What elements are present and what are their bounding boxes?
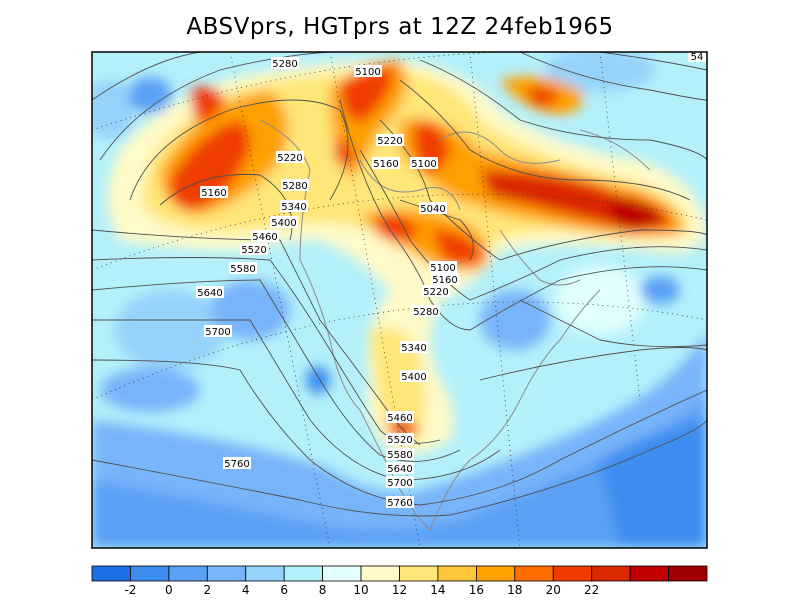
colorbar-box (283, 565, 324, 582)
contour-label: 5580 (387, 450, 412, 461)
contour-label: 5760 (387, 498, 412, 509)
contour-label: 5580 (230, 264, 255, 275)
contour-label: 5160 (432, 275, 457, 286)
contour-label: 5760 (224, 459, 249, 470)
colorbar-box (514, 565, 554, 582)
colorbar-ticks: -2 0 2 4 6 8 10 12 14 16 18 20 22 (124, 583, 599, 597)
contour-label: 5100 (430, 263, 455, 274)
coastlines (259, 119, 651, 531)
contour-label: 5280 (272, 59, 297, 70)
contour-label: 5640 (387, 464, 412, 475)
contour-label: 5160 (201, 188, 226, 199)
contour-label: 5460 (252, 232, 277, 243)
colorbar-box (91, 565, 131, 582)
contour-label: 5400 (271, 218, 296, 229)
colorbar-box (552, 565, 593, 582)
contour-label: 5340 (281, 202, 306, 213)
colorbar-tick-label: 0 (165, 583, 173, 597)
contour-label: 5700 (387, 478, 412, 489)
colorbar-tick-label: 18 (507, 583, 522, 597)
colorbar-box (475, 565, 516, 582)
contour-label: 5220 (423, 287, 448, 298)
contour-label: 5400 (401, 372, 426, 383)
colorbar-tick-label: 4 (242, 583, 250, 597)
contour-label: 5520 (387, 435, 412, 446)
map-frame (91, 51, 708, 549)
contour-label: 5340 (401, 343, 426, 354)
colorbar-tick-label: -2 (124, 583, 136, 597)
contour-label: 54 (691, 52, 704, 63)
colorbar-tick-label: 2 (203, 583, 211, 597)
contour-label: 5220 (377, 136, 402, 147)
contour-label: 5280 (413, 307, 438, 318)
contour-label: 5700 (205, 327, 230, 338)
colorbar-box (360, 565, 400, 582)
colorbar-tick-label: 10 (353, 583, 368, 597)
colorbar-box (206, 565, 247, 582)
plot-title: ABSVprs, HGTprs at 12Z 24feb1965 (186, 14, 614, 40)
colorbar-box (437, 565, 477, 582)
contour-label: 5100 (355, 67, 380, 78)
colorbar-box (130, 565, 170, 582)
colorbar-tick-label: 6 (280, 583, 288, 597)
contour-label: 5040 (420, 204, 445, 215)
colorbar-tick-label: 20 (546, 583, 561, 597)
contour-label: 5460 (387, 413, 412, 424)
colorbar-tick-label: 22 (584, 583, 599, 597)
colorbar-box (591, 565, 631, 582)
contour-label: 5160 (373, 159, 398, 170)
colorbar-tick-label: 16 (469, 583, 484, 597)
contour-labels: 5280 5100 5220 5160 5100 5220 5280 5160 … (196, 52, 706, 509)
colorbar-boxes (91, 565, 708, 582)
contour-label: 5280 (282, 181, 307, 192)
colorbar-box (322, 565, 362, 582)
colorbar-box (629, 565, 669, 582)
contour-label: 5100 (411, 159, 436, 170)
contour-label: 5520 (241, 245, 266, 256)
colorbar-box (168, 565, 208, 582)
colorbar-tick-label: 12 (392, 583, 407, 597)
height-contours (92, 52, 707, 517)
contour-label: 5220 (277, 153, 302, 164)
contour-label: 5640 (197, 288, 222, 299)
colorbar-box (399, 565, 439, 582)
colorbar-box (668, 565, 708, 582)
colorbar-box (245, 565, 285, 582)
colorbar-tick-label: 8 (319, 583, 327, 597)
colorbar-tick-label: 14 (430, 583, 445, 597)
